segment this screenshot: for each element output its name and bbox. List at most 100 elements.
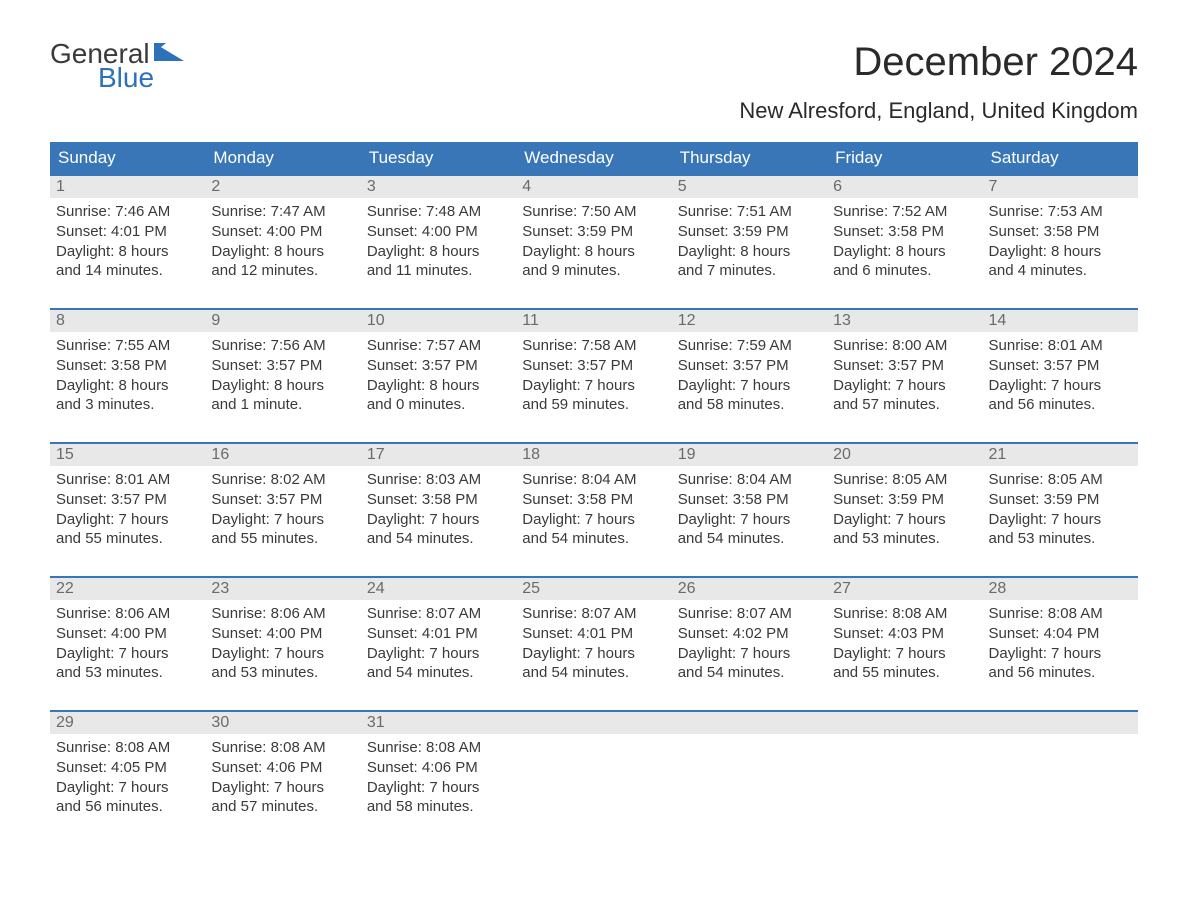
calendar-day — [827, 712, 982, 820]
day-number: 29 — [50, 712, 205, 734]
daylight-line2: and 53 minutes. — [211, 663, 354, 683]
day-body: Sunrise: 7:46 AMSunset: 4:01 PMDaylight:… — [50, 198, 205, 281]
sunrise-text: Sunrise: 7:56 AM — [211, 336, 354, 356]
week-row: 1Sunrise: 7:46 AMSunset: 4:01 PMDaylight… — [50, 174, 1138, 284]
day-number: 17 — [361, 444, 516, 466]
sunrise-text: Sunrise: 8:07 AM — [522, 604, 665, 624]
day-number: 4 — [516, 176, 671, 198]
day-body: Sunrise: 7:47 AMSunset: 4:00 PMDaylight:… — [205, 198, 360, 281]
sunset-text: Sunset: 3:57 PM — [989, 356, 1132, 376]
calendar-day: 2Sunrise: 7:47 AMSunset: 4:00 PMDaylight… — [205, 176, 360, 284]
sunset-text: Sunset: 4:01 PM — [367, 624, 510, 644]
sunset-text: Sunset: 3:58 PM — [989, 222, 1132, 242]
calendar-day: 22Sunrise: 8:06 AMSunset: 4:00 PMDayligh… — [50, 578, 205, 686]
calendar-day: 12Sunrise: 7:59 AMSunset: 3:57 PMDayligh… — [672, 310, 827, 418]
daylight-line2: and 54 minutes. — [522, 663, 665, 683]
day-number: 7 — [983, 176, 1138, 198]
daylight-line2: and 57 minutes. — [833, 395, 976, 415]
day-number: 16 — [205, 444, 360, 466]
day-body: Sunrise: 7:58 AMSunset: 3:57 PMDaylight:… — [516, 332, 671, 415]
calendar-day: 20Sunrise: 8:05 AMSunset: 3:59 PMDayligh… — [827, 444, 982, 552]
daylight-line1: Daylight: 7 hours — [211, 778, 354, 798]
day-number: 8 — [50, 310, 205, 332]
daylight-line2: and 55 minutes. — [56, 529, 199, 549]
daylight-line2: and 6 minutes. — [833, 261, 976, 281]
sunset-text: Sunset: 3:57 PM — [678, 356, 821, 376]
day-number: 12 — [672, 310, 827, 332]
daylight-line1: Daylight: 7 hours — [833, 376, 976, 396]
dayhead-monday: Monday — [205, 142, 360, 174]
day-body: Sunrise: 8:04 AMSunset: 3:58 PMDaylight:… — [516, 466, 671, 549]
daylight-line1: Daylight: 7 hours — [211, 644, 354, 664]
sunrise-text: Sunrise: 8:04 AM — [678, 470, 821, 490]
sunrise-text: Sunrise: 7:53 AM — [989, 202, 1132, 222]
sunset-text: Sunset: 3:57 PM — [522, 356, 665, 376]
sunrise-text: Sunrise: 7:51 AM — [678, 202, 821, 222]
sunset-text: Sunset: 4:00 PM — [211, 624, 354, 644]
day-number: 15 — [50, 444, 205, 466]
daylight-line1: Daylight: 8 hours — [989, 242, 1132, 262]
calendar-day — [983, 712, 1138, 820]
daylight-line1: Daylight: 8 hours — [367, 376, 510, 396]
dayhead-saturday: Saturday — [983, 142, 1138, 174]
week-row: 22Sunrise: 8:06 AMSunset: 4:00 PMDayligh… — [50, 576, 1138, 686]
calendar-day — [672, 712, 827, 820]
sunset-text: Sunset: 3:59 PM — [989, 490, 1132, 510]
calendar-day: 15Sunrise: 8:01 AMSunset: 3:57 PMDayligh… — [50, 444, 205, 552]
sunrise-text: Sunrise: 8:08 AM — [989, 604, 1132, 624]
calendar-day-headers: Sunday Monday Tuesday Wednesday Thursday… — [50, 142, 1138, 174]
daylight-line1: Daylight: 7 hours — [678, 510, 821, 530]
page-subtitle: New Alresford, England, United Kingdom — [50, 98, 1138, 124]
sunrise-text: Sunrise: 8:06 AM — [211, 604, 354, 624]
day-body: Sunrise: 7:59 AMSunset: 3:57 PMDaylight:… — [672, 332, 827, 415]
calendar-day: 29Sunrise: 8:08 AMSunset: 4:05 PMDayligh… — [50, 712, 205, 820]
daylight-line2: and 56 minutes. — [56, 797, 199, 817]
daylight-line1: Daylight: 7 hours — [833, 644, 976, 664]
day-number: 2 — [205, 176, 360, 198]
day-number — [827, 712, 982, 734]
day-number: 30 — [205, 712, 360, 734]
daylight-line2: and 59 minutes. — [522, 395, 665, 415]
daylight-line1: Daylight: 7 hours — [522, 644, 665, 664]
calendar-day: 23Sunrise: 8:06 AMSunset: 4:00 PMDayligh… — [205, 578, 360, 686]
sunset-text: Sunset: 3:58 PM — [833, 222, 976, 242]
daylight-line1: Daylight: 7 hours — [367, 644, 510, 664]
page-title: December 2024 — [853, 40, 1138, 85]
day-body: Sunrise: 7:52 AMSunset: 3:58 PMDaylight:… — [827, 198, 982, 281]
day-number: 19 — [672, 444, 827, 466]
day-body: Sunrise: 8:06 AMSunset: 4:00 PMDaylight:… — [205, 600, 360, 683]
calendar-day: 11Sunrise: 7:58 AMSunset: 3:57 PMDayligh… — [516, 310, 671, 418]
daylight-line2: and 55 minutes. — [833, 663, 976, 683]
sunset-text: Sunset: 3:57 PM — [211, 490, 354, 510]
sunset-text: Sunset: 4:01 PM — [522, 624, 665, 644]
day-number: 23 — [205, 578, 360, 600]
day-body: Sunrise: 7:48 AMSunset: 4:00 PMDaylight:… — [361, 198, 516, 281]
week-row: 8Sunrise: 7:55 AMSunset: 3:58 PMDaylight… — [50, 308, 1138, 418]
calendar-day: 3Sunrise: 7:48 AMSunset: 4:00 PMDaylight… — [361, 176, 516, 284]
day-number: 28 — [983, 578, 1138, 600]
daylight-line2: and 11 minutes. — [367, 261, 510, 281]
daylight-line2: and 54 minutes. — [678, 529, 821, 549]
sunrise-text: Sunrise: 8:02 AM — [211, 470, 354, 490]
sunset-text: Sunset: 3:59 PM — [833, 490, 976, 510]
sunset-text: Sunset: 3:57 PM — [367, 356, 510, 376]
daylight-line2: and 57 minutes. — [211, 797, 354, 817]
day-body: Sunrise: 8:01 AMSunset: 3:57 PMDaylight:… — [50, 466, 205, 549]
sunset-text: Sunset: 3:57 PM — [833, 356, 976, 376]
calendar-day: 4Sunrise: 7:50 AMSunset: 3:59 PMDaylight… — [516, 176, 671, 284]
calendar-day: 21Sunrise: 8:05 AMSunset: 3:59 PMDayligh… — [983, 444, 1138, 552]
sunrise-text: Sunrise: 8:08 AM — [833, 604, 976, 624]
sunrise-text: Sunrise: 7:57 AM — [367, 336, 510, 356]
day-body: Sunrise: 8:08 AMSunset: 4:06 PMDaylight:… — [361, 734, 516, 817]
sunset-text: Sunset: 3:58 PM — [367, 490, 510, 510]
daylight-line1: Daylight: 8 hours — [678, 242, 821, 262]
sunrise-text: Sunrise: 7:52 AM — [833, 202, 976, 222]
day-body: Sunrise: 8:08 AMSunset: 4:06 PMDaylight:… — [205, 734, 360, 817]
sunrise-text: Sunrise: 7:59 AM — [678, 336, 821, 356]
sunset-text: Sunset: 4:00 PM — [211, 222, 354, 242]
calendar-day: 7 Sunrise: 7:53 AMSunset: 3:58 PMDaylight… — [983, 176, 1138, 284]
daylight-line1: Daylight: 7 hours — [678, 644, 821, 664]
daylight-line2: and 55 minutes. — [211, 529, 354, 549]
day-number: 6 — [827, 176, 982, 198]
logo-word2: Blue — [98, 64, 184, 92]
